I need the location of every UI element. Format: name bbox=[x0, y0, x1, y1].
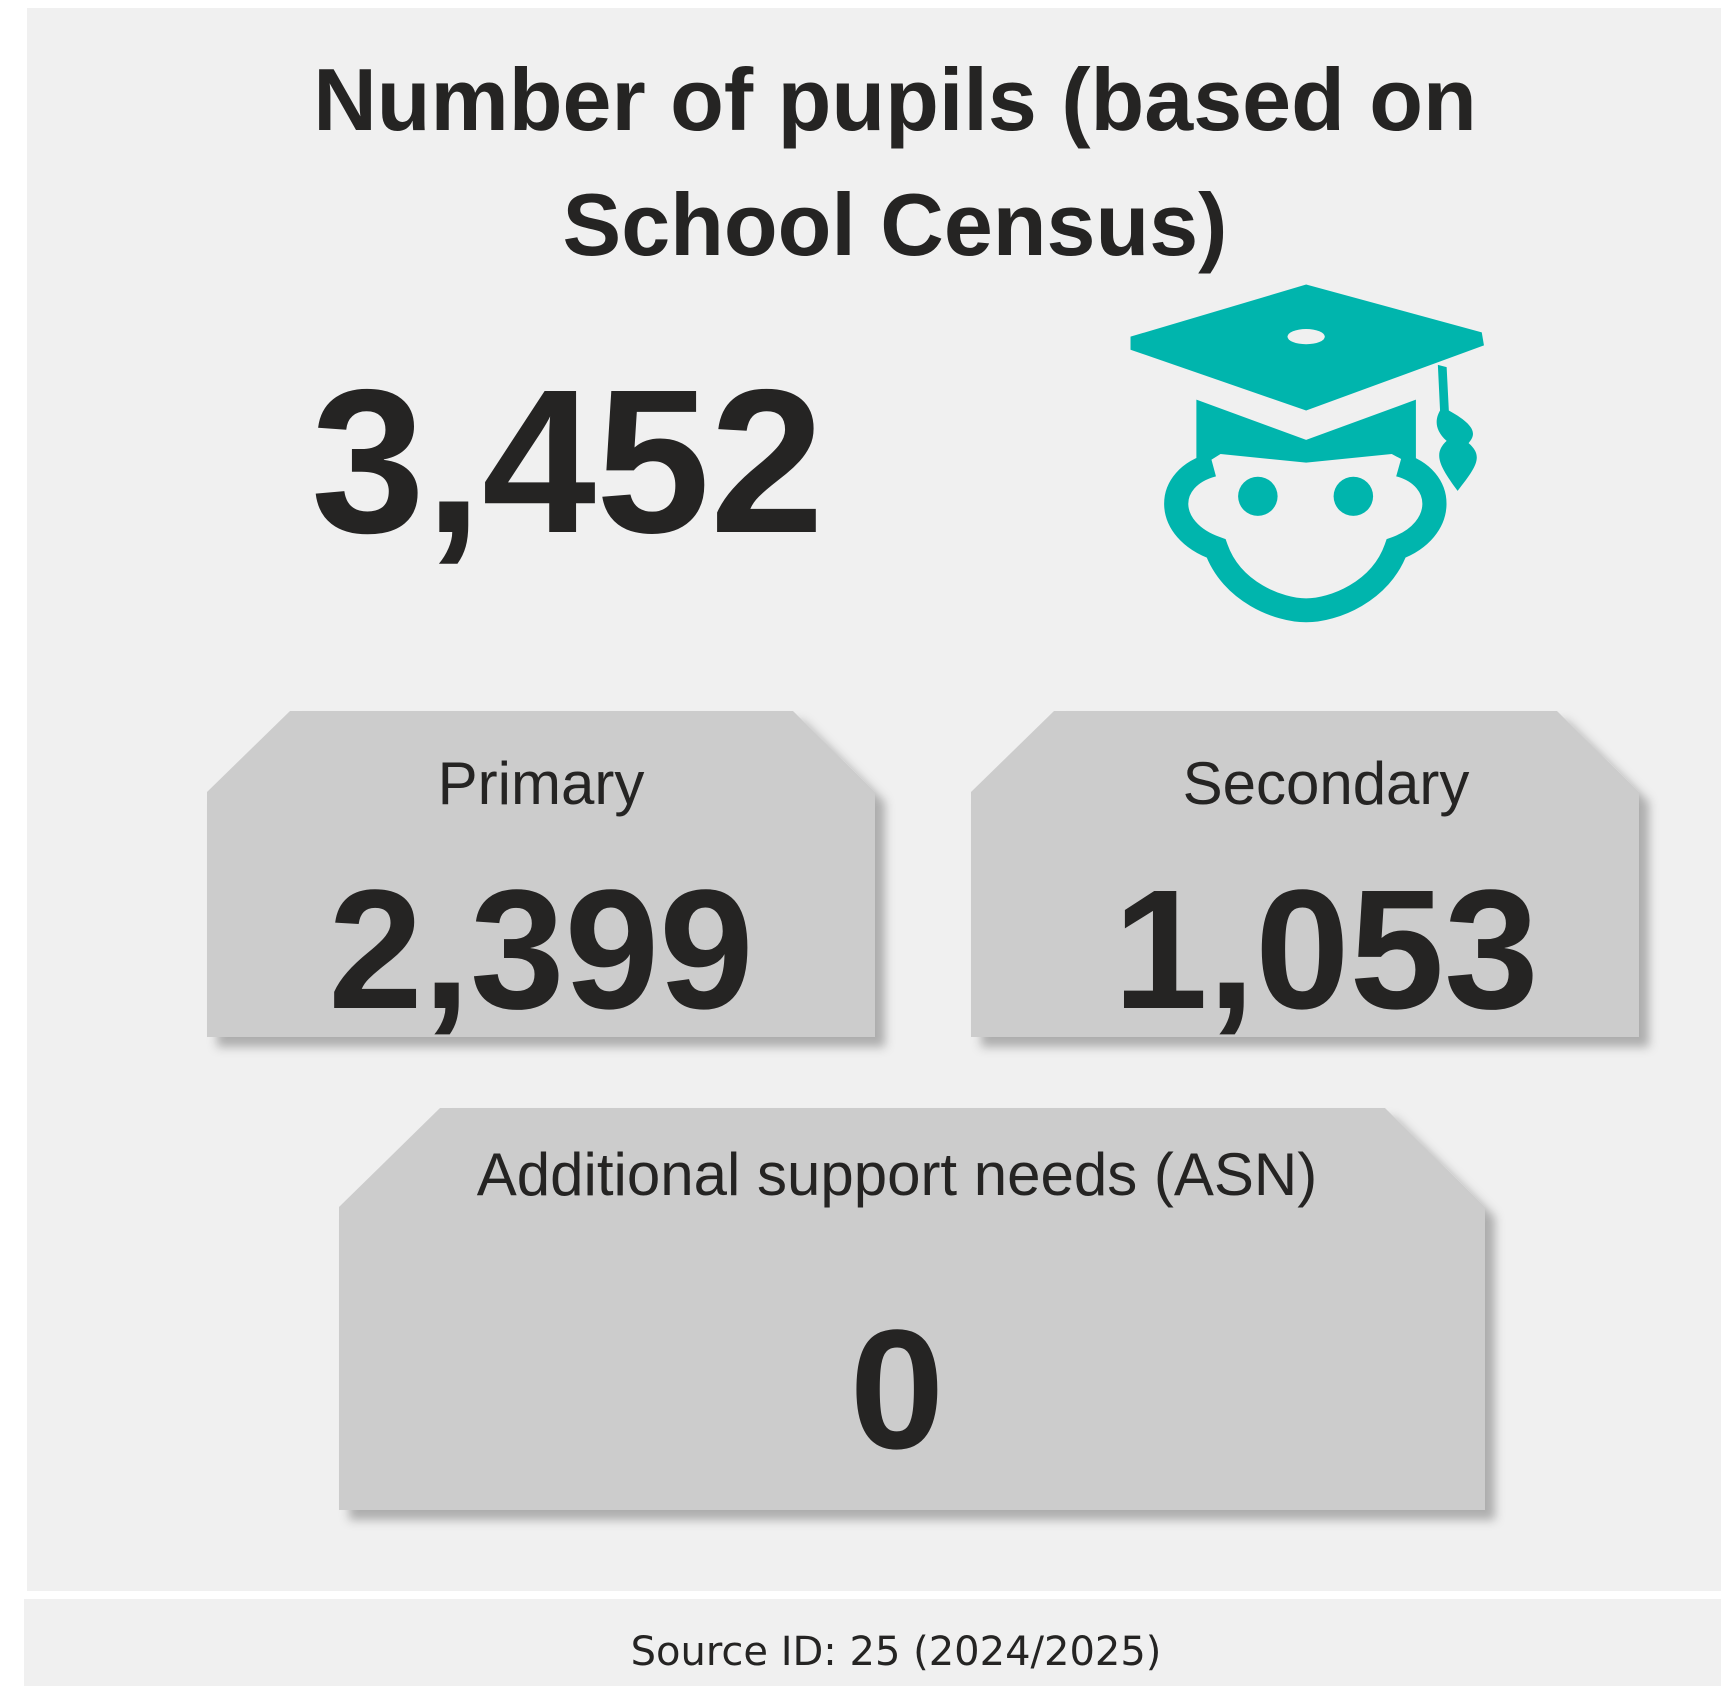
total-value: 3,452 bbox=[311, 347, 824, 576]
card: Secondary 1,053 bbox=[971, 711, 1639, 1045]
title-line: Number of pupils (based on bbox=[313, 50, 1477, 149]
card-label: Primary bbox=[438, 750, 645, 817]
card-value: 1,053 bbox=[1113, 855, 1538, 1045]
footer-bar bbox=[24, 1599, 1721, 1686]
card: Additional support needs (ASN) 0 bbox=[339, 1108, 1485, 1510]
card-value: 0 bbox=[850, 1295, 945, 1485]
graduate-icon bbox=[1130, 284, 1484, 623]
card-value: 2,399 bbox=[328, 855, 753, 1045]
title-line: School Census) bbox=[563, 175, 1228, 274]
footer-source: Source ID: 25 (2024/2025) bbox=[631, 1629, 1162, 1675]
card: Primary 2,399 bbox=[207, 711, 875, 1045]
card-label: Additional support needs (ASN) bbox=[477, 1141, 1317, 1208]
card-label: Secondary bbox=[1183, 750, 1470, 817]
